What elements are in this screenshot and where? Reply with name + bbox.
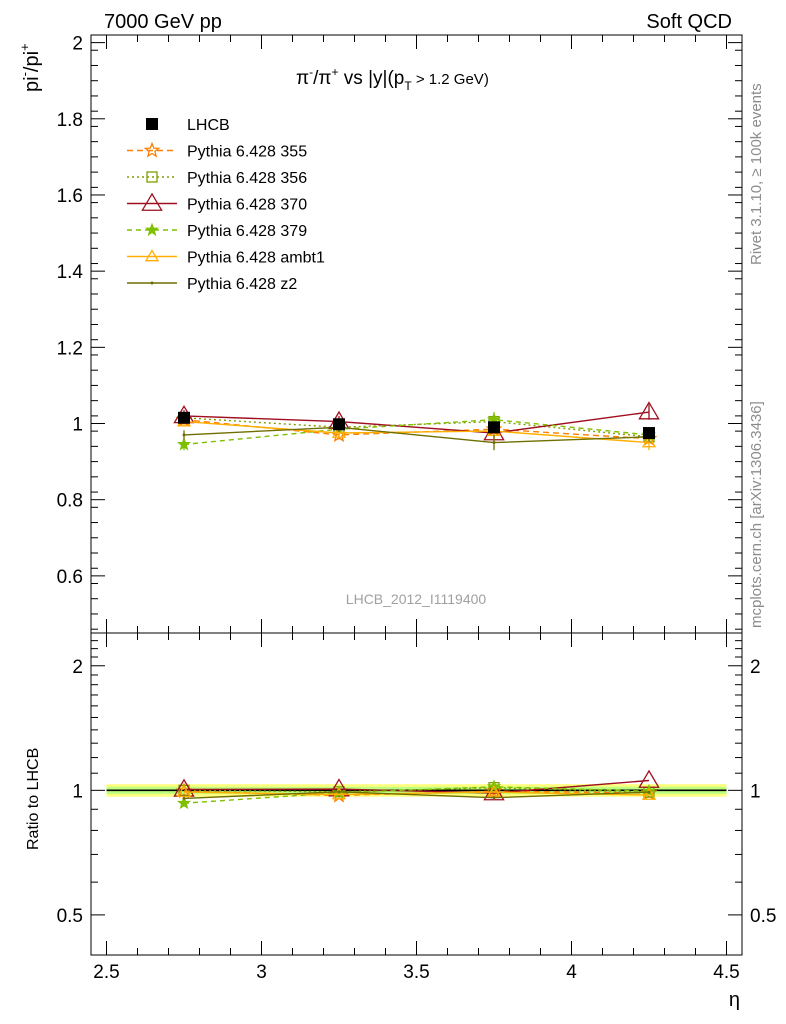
- ratio-axis-ticks: 0.5 0.5 1 1 2 2 2.5 3 3.5 4 4.5: [57, 633, 776, 983]
- legend-label-p379: Pythia 6.428 379: [187, 223, 307, 240]
- main-series-group: [173, 401, 660, 451]
- main-y-tick-label: 2: [72, 34, 83, 55]
- legend-label-p356: Pythia 6.428 356: [187, 170, 307, 187]
- mcplots-side-label: mcplots.cern.ch [arXiv:1306.3436]: [748, 401, 765, 628]
- ratio-series-ambt1: [176, 784, 657, 800]
- ratio-y-tick-label: 0.5: [57, 906, 83, 927]
- legend-marker-data: [146, 118, 158, 130]
- legend-item-z2: Pythia 6.428 z2: [127, 276, 297, 293]
- point-data: [643, 427, 655, 440]
- main-y-tick-label: 1.8: [57, 110, 83, 131]
- series-line-ambt1: [183, 420, 650, 444]
- ratio-panel: 0.5 0.5 1 1 2 2 2.5 3 3.5 4 4.5 Ratio to LHCB η: [25, 632, 776, 1011]
- ratio-point-ambt1: [641, 787, 657, 800]
- main-y-tick-label: 1.2: [57, 338, 83, 359]
- x-tick-label: 2.5: [93, 962, 119, 983]
- rivet-side-label: Rivet 3.1.10, ≥ 100k events: [748, 83, 765, 265]
- point-p370: [638, 401, 660, 420]
- legend-marker-p379: [144, 222, 160, 237]
- legend-marker-p370: [141, 192, 163, 211]
- main-y-tick-label: 0.6: [57, 567, 83, 588]
- point-data: [333, 418, 345, 431]
- legend-item-data: LHCB: [146, 117, 230, 134]
- ratio-y-tick-label-right: 0.5: [750, 906, 776, 927]
- x-tick-label: 4: [566, 962, 577, 983]
- series-line-z2: [183, 426, 650, 444]
- legend-item-p379: Pythia 6.428 379: [127, 222, 307, 240]
- ratio-point-z2: [492, 796, 496, 800]
- ratio-line-p379: [183, 786, 650, 804]
- series-line-p379: [183, 418, 650, 446]
- series-line-p370: [183, 411, 650, 434]
- main-y-tick-label: 1.4: [57, 262, 84, 283]
- main-y-axis-label: pi-/pi+: [17, 43, 43, 92]
- x-tick-label: 3: [256, 962, 267, 983]
- legend-item-p356: Pythia 6.428 356: [127, 170, 307, 187]
- legend: LHCB Pythia 6.428 355 Pythia 6.428 356 Pyth…: [127, 117, 325, 293]
- main-y-tick-label: 1: [72, 415, 83, 436]
- ratio-y-axis-label: Ratio to LHCB: [25, 748, 42, 850]
- ratio-line-p370: [183, 779, 650, 794]
- point-ambt1: [641, 435, 657, 448]
- legend-label-p355: Pythia 6.428 355: [187, 144, 307, 161]
- legend-label-ambt1: Pythia 6.428 ambt1: [187, 250, 325, 267]
- legend-item-p355: Pythia 6.428 355: [127, 141, 307, 161]
- point-data: [178, 411, 190, 424]
- point-z2: [182, 433, 186, 437]
- watermark-label: LHCB_2012_I1119400: [346, 591, 487, 607]
- point-p379: [176, 437, 192, 451]
- legend-item-ambt1: Pythia 6.428 ambt1: [127, 249, 325, 267]
- main-axis-ticks: 0.6 0.8 1 1.2 1.4 1.6 1.8 2: [57, 34, 742, 633]
- ratio-point-p379: [176, 795, 192, 810]
- ratio-point-ambt1: [331, 787, 347, 800]
- point-z2: [492, 441, 496, 445]
- legend-marker-z2: [150, 281, 154, 285]
- x-tick-label: 4.5: [713, 962, 739, 983]
- series-data: [178, 411, 655, 440]
- ratio-y-tick-label-right: 1: [750, 781, 761, 802]
- main-panel: 0.6 0.8 1 1.2 1.4 1.6 1.8 2 π-/π+ vs |y|(pT > 1…: [17, 34, 743, 634]
- legend-label-p370: Pythia 6.428 370: [187, 197, 307, 214]
- header-left-label: 7000 GeV pp: [104, 11, 222, 33]
- ratio-point-z2: [647, 790, 651, 794]
- header-right-label: Soft QCD: [646, 11, 732, 33]
- ratio-series-group: [173, 769, 660, 810]
- point-data: [488, 421, 500, 434]
- x-tick-label: 3.5: [403, 962, 429, 983]
- ratio-y-tick-label: 1: [72, 781, 83, 802]
- ratio-point-ambt1: [176, 784, 192, 797]
- ratio-point-z2: [337, 790, 341, 794]
- main-plot-title: π-/π+ vs |y|(pT > 1.2 GeV): [296, 65, 489, 93]
- legend-label-z2: Pythia 6.428 z2: [187, 276, 297, 293]
- ratio-line-z2: [183, 791, 650, 800]
- legend-marker-p355: [143, 141, 161, 158]
- legend-label-data: LHCB: [187, 117, 230, 134]
- ratio-y-tick-label-right: 2: [750, 657, 761, 678]
- point-ambt1: [331, 425, 347, 438]
- x-axis-label: η: [729, 989, 740, 1011]
- legend-marker-ambt1: [144, 249, 160, 262]
- ratio-line-ambt1: [183, 791, 650, 796]
- legend-marker-p356: [146, 171, 158, 183]
- ratio-y-tick-label: 2: [72, 657, 83, 678]
- main-y-tick-label: 1.6: [57, 186, 83, 207]
- legend-item-p370: Pythia 6.428 370: [127, 192, 307, 214]
- ratio-series-z2: [182, 790, 651, 800]
- main-y-tick-label: 0.8: [57, 491, 83, 512]
- ratio-point-z2: [182, 796, 186, 800]
- series-line-p355: [183, 419, 650, 440]
